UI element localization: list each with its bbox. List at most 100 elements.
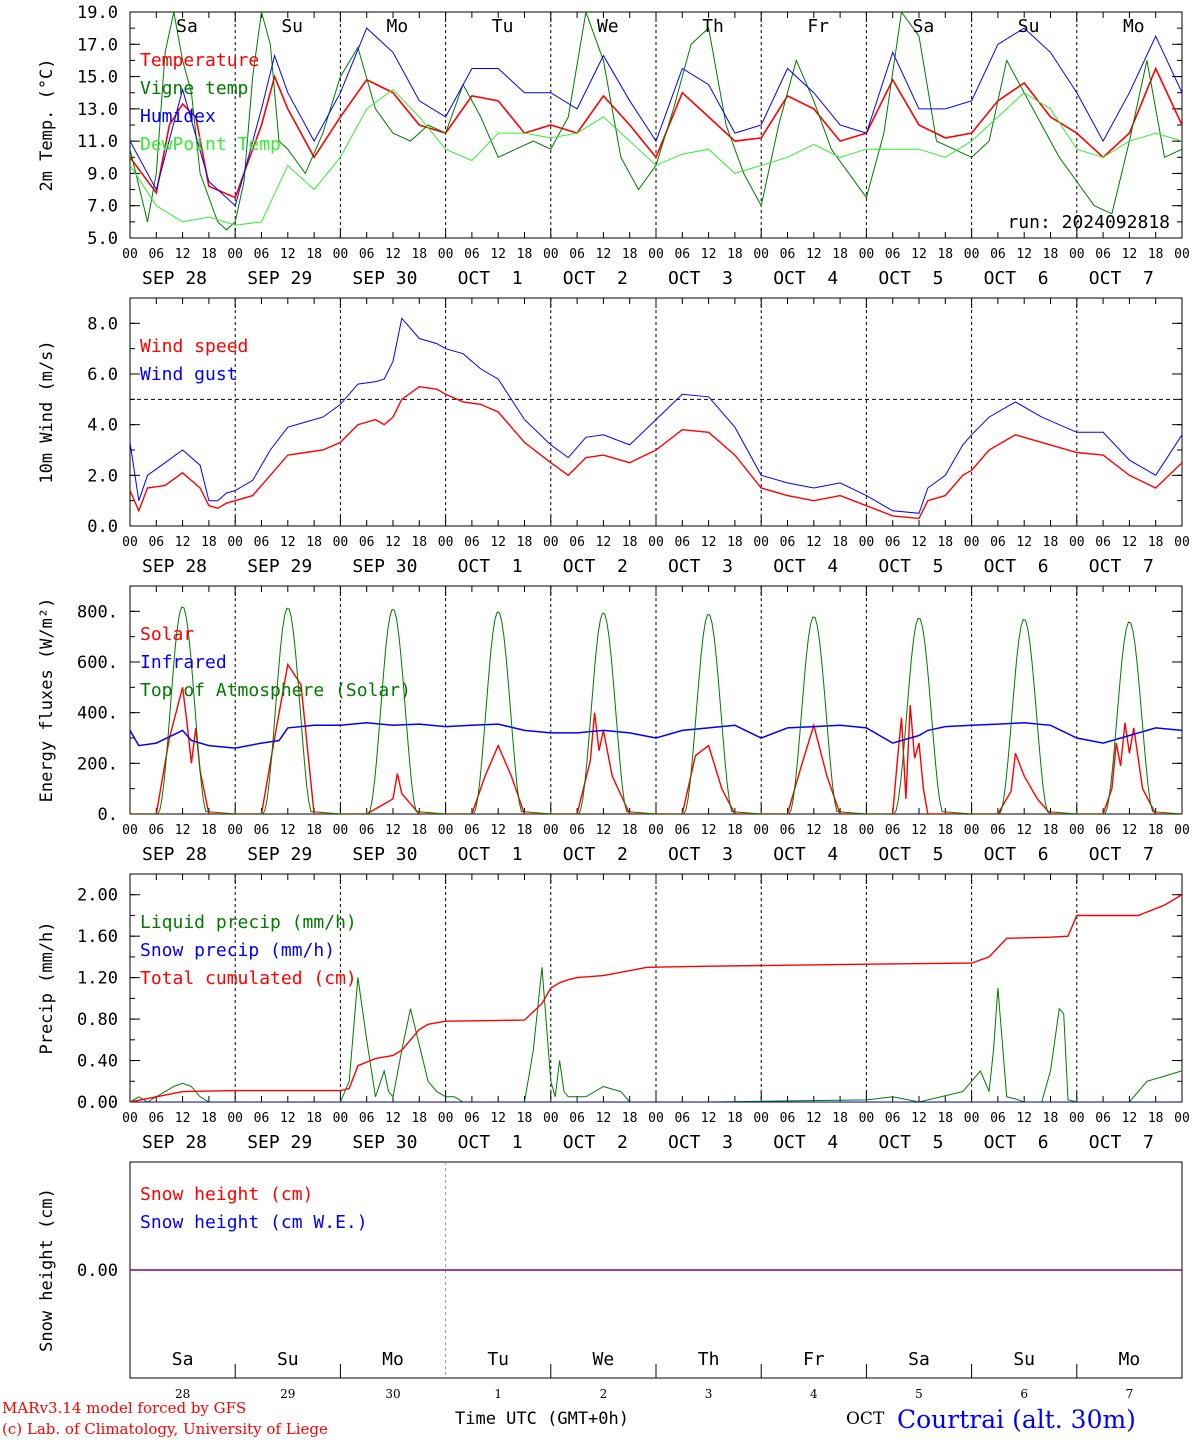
hour-tick-label: 06 (885, 1111, 901, 1126)
hour-tick-label: 06 (674, 823, 690, 838)
hour-tick-label: 12 (596, 823, 612, 838)
hour-tick-label: 06 (254, 535, 270, 550)
hour-tick-label: 12 (1122, 1111, 1138, 1126)
date-label: OCT 7 (1089, 1132, 1154, 1153)
hour-tick-label: 18 (1148, 823, 1164, 838)
hour-tick-label: 00 (1069, 1111, 1085, 1126)
hour-tick-label: 00 (964, 1111, 980, 1126)
hour-tick-label: 12 (1122, 823, 1138, 838)
weekday-label: Sa (913, 16, 935, 37)
legend-entry: Wind speed (140, 336, 248, 357)
hour-tick-label: 18 (1148, 1111, 1164, 1126)
weekday-label: Mo (382, 1349, 404, 1370)
hour-tick-label: 12 (596, 1111, 612, 1126)
hour-tick-label: 00 (333, 247, 349, 262)
y-tick-label: 800. (77, 602, 118, 622)
hour-tick-label: 12 (1122, 247, 1138, 262)
hour-tick-label: 12 (280, 535, 296, 550)
hour-tick-label: 18 (1043, 823, 1059, 838)
hour-tick-label: 00 (1069, 535, 1085, 550)
hour-tick-label: 18 (622, 823, 638, 838)
hour-tick-label: 06 (674, 1111, 690, 1126)
hour-tick-label: 12 (911, 535, 927, 550)
hour-tick-label: 18 (517, 535, 533, 550)
hour-tick-label: 00 (648, 535, 664, 550)
hour-tick-label: 18 (201, 1111, 217, 1126)
hour-tick-label: 12 (701, 535, 717, 550)
hour-tick-label: 12 (175, 823, 191, 838)
weekday-label: Mo (1123, 16, 1145, 37)
y-tick-label: 1.60 (77, 927, 118, 947)
hour-tick-label: 06 (1095, 1111, 1111, 1126)
series-line-dewpoint-temp (130, 88, 1182, 226)
hour-tick-label: 00 (438, 1111, 454, 1126)
hour-tick-label: 18 (622, 247, 638, 262)
date-label: OCT 7 (1089, 556, 1154, 577)
hour-tick-label: 18 (517, 1111, 533, 1126)
hour-tick-label: 18 (937, 1111, 953, 1126)
y-tick-label: 1.20 (77, 969, 118, 989)
place-label: Courtrai (alt. 30m) (897, 1405, 1136, 1434)
series-line-wind-speed (130, 385, 1182, 520)
weekday-label: Su (281, 16, 303, 37)
hour-tick-label: 06 (464, 1111, 480, 1126)
hour-tick-label: 12 (490, 535, 506, 550)
hour-tick-label: 00 (1069, 247, 1085, 262)
hour-tick-label: 00 (543, 823, 559, 838)
day-number-label: 2 (600, 1387, 608, 1401)
hour-tick-label: 12 (490, 1111, 506, 1126)
hour-tick-label: 18 (411, 247, 427, 262)
weekday-label: Th (702, 16, 724, 37)
y-tick-label: 600. (77, 653, 118, 673)
hour-tick-label: 00 (543, 247, 559, 262)
hour-tick-label: 18 (832, 247, 848, 262)
legend-entry: Snow height (cm W.E.) (140, 1212, 368, 1233)
hour-tick-label: 00 (543, 1111, 559, 1126)
hour-tick-label: 06 (990, 535, 1006, 550)
hour-tick-label: 06 (780, 823, 796, 838)
hour-tick-label: 06 (885, 535, 901, 550)
weekday-label: Th (698, 1349, 720, 1370)
hour-tick-label: 06 (464, 247, 480, 262)
hour-tick-label: 18 (201, 535, 217, 550)
hour-tick-label: 00 (227, 1111, 243, 1126)
y-axis-title: 10m Wind (m/s) (37, 340, 57, 483)
series-line-vigne-temp (130, 12, 1182, 231)
hour-tick-label: 12 (385, 535, 401, 550)
hour-tick-label: 12 (280, 247, 296, 262)
weekday-label: Fr (803, 1349, 825, 1370)
date-label: SEP 30 (352, 268, 417, 289)
series-line-wind-gust (130, 317, 1182, 514)
hour-tick-label: 18 (306, 823, 322, 838)
hour-tick-label: 12 (175, 247, 191, 262)
date-label: OCT 1 (458, 844, 523, 865)
hour-tick-label: 12 (175, 535, 191, 550)
hour-tick-label: 18 (306, 1111, 322, 1126)
hour-tick-label: 06 (359, 823, 375, 838)
hour-tick-label: 00 (227, 535, 243, 550)
hour-tick-label: 06 (674, 535, 690, 550)
legend-entry: Infrared (140, 652, 227, 673)
date-label: SEP 30 (352, 844, 417, 865)
legend-entry: Snow height (cm) (140, 1184, 313, 1205)
y-tick-label: 4.0 (87, 416, 118, 436)
series-line-total-cumulated-cm- (130, 894, 1182, 1102)
day-number-label: 4 (810, 1387, 818, 1401)
hour-tick-label: 18 (727, 535, 743, 550)
y-tick-label: 8.0 (87, 314, 118, 334)
month-label: OCT (846, 1409, 885, 1429)
hour-tick-label: 00 (648, 823, 664, 838)
panel-precip: 00 06 12 18 00 06 12 18 00 06 12 18 00 06 12 18 00 06 12 18… (37, 873, 1190, 1153)
legend-entry: Solar (140, 624, 194, 645)
series-line-solar (130, 662, 1182, 814)
hour-tick-label: 00 (648, 247, 664, 262)
series-line-liquid-precip-mm-h- (130, 967, 1182, 1102)
y-tick-label: 0. (98, 805, 118, 825)
day-number-label: 7 (1126, 1387, 1134, 1401)
date-label: OCT 4 (773, 556, 838, 577)
hour-tick-label: 06 (148, 823, 164, 838)
hour-tick-label: 00 (227, 823, 243, 838)
date-label: SEP 28 (142, 556, 207, 577)
date-label: SEP 29 (247, 1132, 312, 1153)
day-number-label: 6 (1020, 1387, 1028, 1401)
